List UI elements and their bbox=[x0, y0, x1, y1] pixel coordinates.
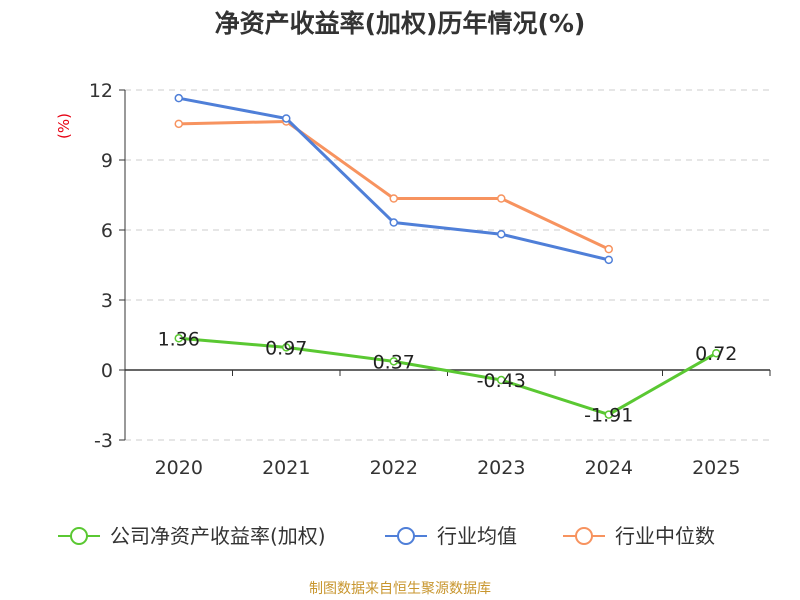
data-point bbox=[497, 229, 506, 239]
x-tick-label: 2022 bbox=[370, 457, 418, 479]
y-tick-label: -3 bbox=[94, 430, 113, 452]
y-tick-label: 9 bbox=[101, 150, 113, 172]
data-point bbox=[389, 357, 398, 366]
data-point bbox=[389, 194, 398, 203]
legend-marker bbox=[575, 527, 593, 545]
data-point bbox=[174, 119, 183, 129]
y-axis-label: (%) bbox=[55, 113, 73, 139]
series-line bbox=[178, 336, 717, 417]
axes: -3 0 3 6 9 12 2020 2021 2022 2023 2024 2025 (%) bbox=[55, 80, 771, 479]
legend-marker bbox=[397, 527, 415, 545]
data-labels: 1.36 0.97 0.37 -0.43 -1.91 0.72 bbox=[158, 328, 738, 426]
legend-marker bbox=[70, 527, 88, 545]
chart-title: 净资产收益率(加权)历年情况(%) bbox=[214, 9, 586, 38]
data-label: 1.36 bbox=[158, 328, 200, 350]
x-tick-label: 2021 bbox=[262, 457, 310, 479]
data-label: 0.97 bbox=[265, 337, 307, 359]
y-tick-label: 12 bbox=[89, 80, 113, 102]
y-tick-label: 3 bbox=[101, 290, 113, 312]
data-label: 0.72 bbox=[695, 343, 737, 365]
series bbox=[174, 93, 721, 419]
data-point bbox=[604, 255, 613, 265]
y-tick-label: 6 bbox=[101, 220, 113, 242]
data-point bbox=[282, 114, 291, 123]
x-tick-label: 2024 bbox=[585, 457, 633, 479]
x-tick-label: 2020 bbox=[155, 457, 203, 479]
x-tick-label: 2025 bbox=[692, 457, 740, 479]
data-point bbox=[712, 348, 721, 358]
legend-label: 行业中位数 bbox=[615, 524, 715, 548]
data-label: -1.91 bbox=[584, 405, 633, 427]
x-tick-label: 2023 bbox=[477, 457, 525, 479]
y-tick-label: 0 bbox=[101, 360, 113, 382]
data-point bbox=[497, 194, 506, 203]
legend-label: 行业均值 bbox=[437, 524, 517, 548]
data-point bbox=[174, 93, 183, 103]
data-point bbox=[282, 343, 291, 352]
data-label: 0.37 bbox=[373, 351, 415, 373]
data-label: -0.43 bbox=[477, 370, 526, 392]
grid bbox=[125, 89, 770, 441]
data-point bbox=[604, 410, 613, 419]
data-point bbox=[174, 334, 183, 343]
data-point bbox=[497, 375, 506, 385]
source-note: 制图数据来自恒生聚源数据库 bbox=[309, 581, 491, 597]
data-point bbox=[604, 244, 613, 254]
data-point bbox=[389, 218, 398, 227]
legend-label: 公司净资产收益率(加权) bbox=[110, 524, 326, 548]
legend: 公司净资产收益率(加权) 行业均值 行业中位数 bbox=[58, 524, 715, 548]
